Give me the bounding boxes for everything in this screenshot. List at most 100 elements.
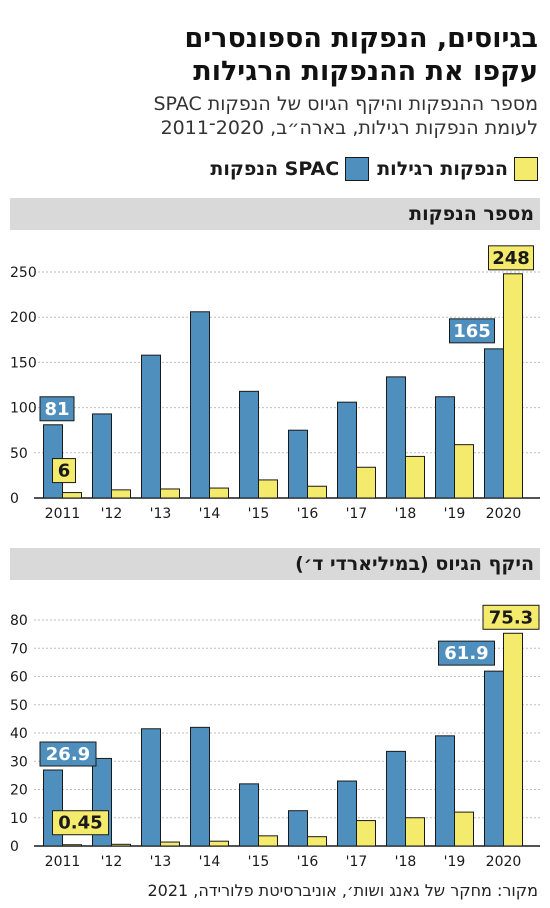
bar-regular [454, 444, 474, 499]
y-tick-label: 10 [10, 811, 28, 827]
bar-spac [386, 750, 406, 847]
x-tick-label: '15 [248, 854, 270, 870]
bar-regular [258, 835, 278, 847]
bar-spac [190, 726, 210, 847]
bar-regular [405, 817, 425, 847]
x-tick-label: '12 [101, 506, 123, 522]
y-tick-label: 80 [10, 613, 28, 629]
bar-regular [62, 492, 82, 499]
bar-regular [160, 488, 180, 499]
bar-spac [386, 376, 406, 499]
x-tick-label: '16 [297, 854, 319, 870]
bar-regular [307, 836, 327, 847]
headline-line-1: בגיוסים, הנפקות הספונסרים [184, 23, 538, 54]
bar-regular [62, 844, 82, 847]
bar-spac [141, 354, 161, 499]
callout-label-spac: 81 [44, 399, 69, 420]
legend: הנפקות רגילות הנפקות SPAC [210, 154, 538, 184]
bar-spac [484, 348, 504, 499]
callout-label-regular: 75.3 [489, 607, 533, 628]
y-tick-label: 40 [10, 726, 28, 742]
bar-spac [190, 311, 210, 499]
x-tick-label: 2011 [45, 506, 81, 522]
legend-label-regular: הנפקות רגילות [377, 158, 508, 180]
bar-regular [160, 841, 180, 847]
x-tick-label: '18 [395, 854, 417, 870]
x-tick-label: '14 [199, 506, 221, 522]
x-tick-label: '14 [199, 854, 221, 870]
bar-regular [209, 487, 229, 499]
subtitle: מספר ההנפקות והיקף הגיוס של הנפקות SPAC … [12, 92, 538, 140]
y-tick-label: 100 [10, 401, 37, 417]
x-tick-label: 2011 [45, 854, 81, 870]
callout-label-spac: 61.9 [444, 643, 488, 664]
callout-box-regular [488, 245, 534, 271]
subtitle-line-2: לעומת הנפקות רגילות, בארה״ב, 2020־2011 [160, 117, 538, 139]
bar-regular [503, 632, 523, 847]
bar-spac [484, 670, 504, 847]
legend-item-regular: הנפקות רגילות [377, 157, 538, 181]
chart-title-count: מספר הנפקות [10, 198, 540, 230]
x-tick-label: '12 [101, 854, 123, 870]
bar-spac [435, 735, 455, 847]
x-tick-label: '15 [248, 506, 270, 522]
legend-swatch-spac [345, 157, 370, 181]
x-tick-label: '17 [346, 854, 368, 870]
bar-spac [239, 783, 259, 847]
bar-spac [141, 728, 161, 847]
y-tick-label: 20 [10, 783, 28, 799]
y-tick-label: 70 [10, 641, 28, 657]
chart-raised-amount: 0 10 20 30 40 50 60 70 80 2011 '12 '13 '14 '15 '16 '17 '… [10, 604, 540, 870]
legend-swatch-regular [514, 157, 538, 181]
subtitle-line-1: מספר ההנפקות והיקף הגיוס של הנפקות SPAC [153, 93, 538, 115]
headline-line-2: עקפו את ההנפקות הרגילות [193, 56, 538, 87]
bar-regular [356, 820, 376, 847]
callout-label-spac: 26.9 [46, 744, 90, 765]
bar-regular [258, 479, 278, 499]
x-tick-label: 2020 [486, 854, 522, 870]
y-tick-label: 200 [10, 310, 37, 326]
headline: בגיוסים, הנפקות הספונסרים עקפו את ההנפקו… [12, 22, 538, 88]
y-tick-label: 0 [10, 839, 19, 855]
bar-spac [288, 429, 308, 499]
bar-regular [111, 489, 131, 499]
y-tick-label: 50 [10, 698, 28, 714]
callout-box-regular [52, 810, 109, 836]
chart-title-amount: היקף הגיוס (במיליארדי ד׳) [10, 548, 540, 580]
bar-regular [356, 466, 376, 499]
x-tick-label: '16 [297, 506, 319, 522]
bar-regular [405, 455, 425, 499]
y-tick-label: 30 [10, 754, 28, 770]
chart-issue-count: 0 50 100 150 200 250 2011 '12 '13 '14 '15 '16 '17 '18… [10, 245, 540, 522]
bar-spac [337, 401, 357, 499]
legend-item-spac: הנפקות SPAC [210, 157, 370, 181]
bar-regular [454, 811, 474, 847]
bar-spac [435, 396, 455, 499]
callout-label-regular: 0.45 [58, 813, 102, 834]
callout-box-spac [438, 640, 495, 666]
x-tick-label: '19 [444, 854, 466, 870]
bar-spac [288, 810, 308, 847]
bar-regular [111, 843, 131, 847]
x-tick-label: '18 [395, 506, 417, 522]
bar-regular [503, 273, 523, 499]
callout-box-spac [39, 741, 97, 767]
callout-label-regular: 6 [58, 461, 71, 482]
x-tick-label: '13 [150, 854, 172, 870]
y-tick-label: 60 [10, 670, 28, 686]
x-tick-label: '17 [346, 506, 368, 522]
x-tick-label: '13 [150, 506, 172, 522]
callout-box-regular [482, 604, 540, 630]
bar-spac [92, 413, 112, 499]
bar-regular [209, 840, 229, 847]
callout-box-spac [449, 318, 495, 344]
legend-label-spac: הנפקות SPAC [210, 158, 340, 180]
x-tick-label: '19 [444, 506, 466, 522]
x-tick-label: 2020 [486, 506, 522, 522]
callout-box-spac [39, 396, 75, 422]
y-tick-label: 150 [10, 355, 37, 371]
callout-label-regular: 248 [492, 248, 530, 269]
bar-spac [239, 390, 259, 499]
bar-spac [337, 780, 357, 847]
y-tick-label: 0 [10, 491, 19, 507]
